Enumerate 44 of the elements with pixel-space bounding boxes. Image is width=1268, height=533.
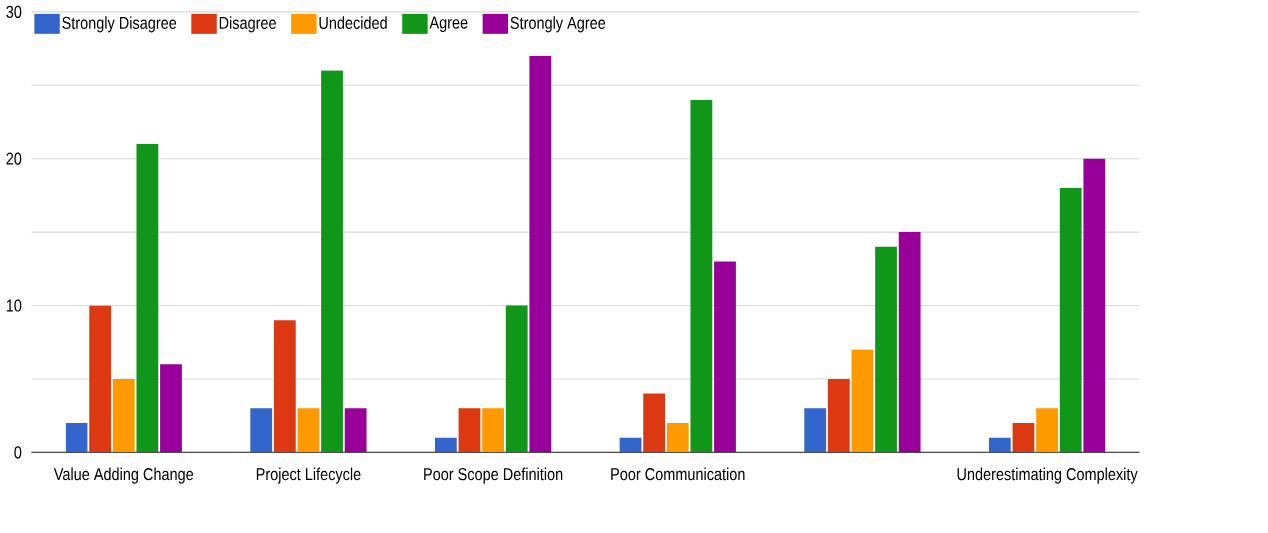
legend-label: Disagree (219, 16, 276, 33)
bar (1059, 188, 1082, 453)
bar (529, 55, 552, 453)
bar (714, 261, 736, 453)
bar (482, 408, 504, 453)
bar (65, 422, 88, 453)
legend-label: Strongly Disagree (62, 16, 177, 33)
bar (89, 305, 112, 453)
bar (804, 408, 827, 453)
y-tick-label: 30 (6, 5, 22, 18)
legend-label: Strongly Agree (510, 16, 606, 33)
bar (112, 378, 135, 453)
legend-label: Undecided (319, 16, 387, 29)
bar (619, 437, 642, 453)
bar (136, 143, 159, 453)
bar (875, 246, 897, 453)
x-tick-label: Poor Communication (611, 467, 745, 481)
bar (851, 349, 874, 453)
x-tick-label: Project Lifecycle (256, 467, 361, 484)
bar (250, 408, 273, 453)
bar (321, 70, 343, 453)
bar (1012, 422, 1035, 453)
bar (666, 422, 689, 453)
bar (344, 408, 367, 453)
bar (827, 378, 850, 453)
bar (458, 408, 481, 453)
y-tick-label: 20 (6, 152, 22, 165)
x-tick-label: Poor Scope Definition (424, 467, 563, 484)
bar (988, 437, 1011, 453)
bar (1036, 408, 1058, 453)
bar (434, 437, 457, 453)
y-tick-label: 10 (6, 299, 22, 312)
legend-label: Agree (429, 16, 468, 33)
x-tick-label: Underestimating Complexity (957, 467, 1138, 484)
bar (160, 364, 182, 453)
bar (1083, 158, 1106, 453)
x-tick-label: Value Adding Change (53, 467, 194, 484)
bar (505, 305, 528, 453)
bar (297, 408, 320, 453)
y-tick-label: 0 (14, 446, 22, 459)
bar (690, 99, 713, 453)
bar (898, 232, 921, 453)
bar (643, 393, 666, 453)
bar (273, 320, 296, 453)
